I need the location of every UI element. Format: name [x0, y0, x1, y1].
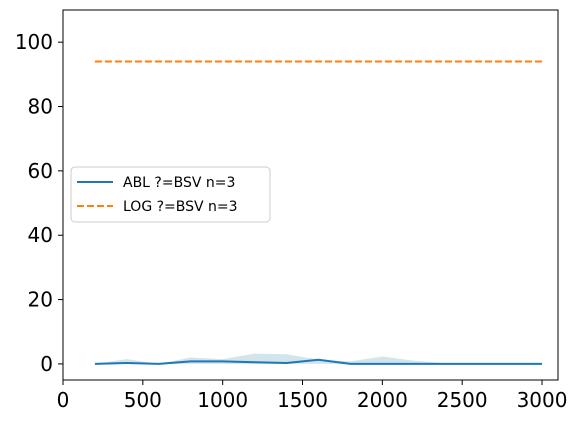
series-0-line: [94, 358, 543, 365]
legend: ABL ?=BSV n=3 LOG ?=BSV n=3: [70, 166, 271, 223]
x-tick-label: 2500: [437, 388, 488, 412]
y-tick-label: 60: [28, 159, 53, 183]
y-tick-label: 80: [28, 95, 53, 119]
x-tick-label: 2000: [357, 388, 408, 412]
y-tick-label: 100: [15, 30, 53, 54]
y-tick-label: 0: [40, 352, 53, 376]
legend-box: [70, 166, 271, 223]
y-axis: 0 20 40 60 80 100: [15, 30, 63, 376]
legend-label-0: ABL ?=BSV n=3: [123, 175, 235, 191]
x-tick-label: 500: [124, 388, 162, 412]
x-tick-label: 0: [57, 388, 70, 412]
y-tick-label: 20: [28, 288, 53, 312]
x-axis: 0 500 1000 1500 2000 2500 3000: [57, 380, 568, 412]
legend-label-1: LOG ?=BSV n=3: [123, 199, 238, 215]
plot-area: [94, 60, 543, 365]
x-tick-label: 1000: [197, 388, 248, 412]
y-tick-label: 40: [28, 223, 53, 247]
x-tick-label: 1500: [277, 388, 328, 412]
axes-frame: [62, 9, 559, 381]
x-tick-label: 3000: [517, 388, 568, 412]
